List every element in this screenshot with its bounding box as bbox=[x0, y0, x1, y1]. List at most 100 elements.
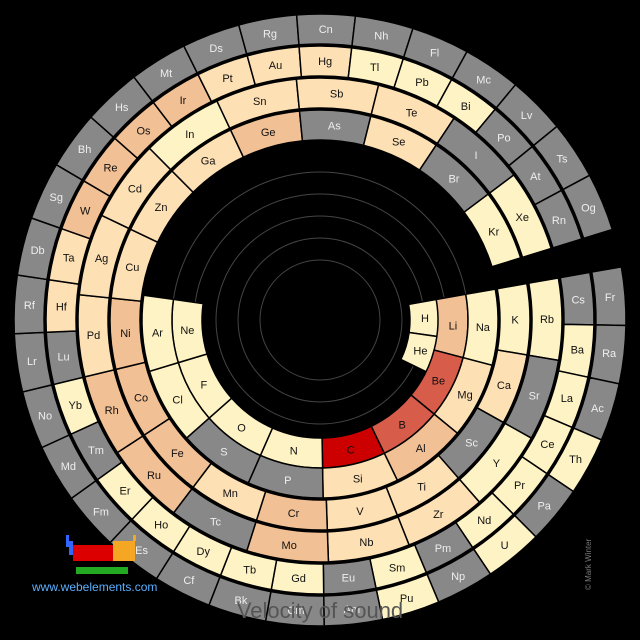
spiral-guide-ring bbox=[259, 259, 381, 381]
element-symbol: Tb bbox=[243, 564, 256, 576]
mini-periodic-table-logo bbox=[66, 535, 136, 574]
element-symbol: Mn bbox=[223, 488, 238, 500]
element-symbol: Ne bbox=[180, 325, 194, 337]
element-symbol: Cm bbox=[287, 605, 304, 617]
element-symbol: Hg bbox=[318, 56, 332, 68]
element-symbol: U bbox=[501, 540, 509, 552]
element-symbol: Re bbox=[103, 163, 117, 175]
element-symbol: Sm bbox=[389, 562, 406, 574]
element-symbol: Mt bbox=[160, 68, 172, 80]
element-symbol: Zn bbox=[155, 202, 168, 214]
element-symbol: Ts bbox=[556, 153, 568, 165]
element-symbol: Fr bbox=[605, 292, 616, 304]
element-symbol: Sc bbox=[465, 438, 478, 450]
element-symbol: Al bbox=[416, 443, 426, 455]
element-cell-kr bbox=[463, 193, 522, 268]
element-symbol: Sb bbox=[330, 89, 343, 101]
element-symbol: Bi bbox=[461, 101, 471, 113]
element-symbol: Th bbox=[569, 454, 582, 466]
element-symbol: He bbox=[413, 346, 427, 358]
element-symbol: Ra bbox=[602, 348, 617, 360]
element-symbol: Nb bbox=[359, 537, 373, 549]
element-symbol: Am bbox=[344, 604, 361, 616]
element-symbol: Cd bbox=[128, 184, 142, 196]
element-symbol: Os bbox=[136, 125, 151, 137]
element-symbol: H bbox=[421, 313, 429, 325]
element-symbol: Cs bbox=[571, 295, 585, 307]
element-cell-rn bbox=[533, 189, 583, 249]
element-symbol: K bbox=[511, 314, 519, 326]
element-symbol: Lu bbox=[57, 351, 69, 363]
element-symbol: Ta bbox=[63, 253, 76, 265]
element-symbol: Ba bbox=[571, 344, 585, 356]
element-symbol: Rh bbox=[105, 405, 119, 417]
element-symbol: Cu bbox=[125, 262, 139, 274]
element-symbol: O bbox=[237, 422, 246, 434]
element-symbol: Cf bbox=[183, 575, 195, 587]
element-symbol: Pu bbox=[400, 593, 413, 605]
element-symbol: Lv bbox=[521, 110, 533, 122]
element-symbol: Tm bbox=[88, 445, 104, 457]
element-symbol: Yb bbox=[69, 400, 82, 412]
element-symbol: S bbox=[220, 447, 227, 459]
element-symbol: Co bbox=[134, 392, 148, 404]
element-symbol: Nd bbox=[477, 515, 491, 527]
element-symbol: La bbox=[561, 393, 574, 405]
copyright-text: © Mark Winter bbox=[584, 538, 593, 590]
element-symbol: Fe bbox=[171, 448, 184, 460]
element-symbol: Sg bbox=[50, 192, 63, 204]
element-symbol: Ds bbox=[209, 43, 223, 55]
element-symbol: Ce bbox=[540, 439, 554, 451]
element-symbol: Cl bbox=[172, 394, 182, 406]
element-symbol: P bbox=[284, 475, 291, 487]
element-symbol: Dy bbox=[197, 546, 211, 558]
element-symbol: Og bbox=[581, 203, 596, 215]
element-symbol: N bbox=[290, 445, 298, 457]
element-symbol: Bk bbox=[235, 595, 248, 607]
element-symbol: Au bbox=[269, 60, 282, 72]
element-cells: H He Li Be B C N O F Ne Na Mg Al Si P S Cl Ar K Ca Sc Ti V Cr Mn… bbox=[13, 13, 627, 627]
element-symbol: Lr bbox=[27, 356, 37, 368]
element-symbol: Db bbox=[31, 245, 45, 257]
element-symbol: Ir bbox=[180, 95, 187, 107]
element-symbol: Hs bbox=[115, 102, 129, 114]
element-symbol: Ca bbox=[497, 380, 512, 392]
element-symbol: Pm bbox=[435, 543, 452, 555]
element-symbol: W bbox=[80, 206, 91, 218]
element-symbol: Np bbox=[451, 571, 465, 583]
element-symbol: Fl bbox=[430, 48, 439, 60]
element-symbol: Po bbox=[497, 133, 510, 145]
element-symbol: Rf bbox=[24, 300, 36, 312]
element-symbol: Pd bbox=[87, 330, 100, 342]
element-symbol: Hf bbox=[56, 302, 68, 314]
element-symbol: Y bbox=[493, 458, 501, 470]
webelements-link[interactable]: www.webelements.com bbox=[32, 580, 158, 594]
element-symbol: Ti bbox=[417, 481, 426, 493]
element-symbol: Bh bbox=[78, 144, 91, 156]
element-symbol: Rn bbox=[552, 215, 566, 227]
element-symbol: Md bbox=[61, 461, 76, 473]
element-symbol: Rg bbox=[263, 28, 277, 40]
element-symbol: Ag bbox=[95, 253, 108, 265]
element-cell-ar bbox=[141, 294, 180, 373]
element-symbol: Pt bbox=[222, 73, 232, 85]
element-symbol: Tl bbox=[370, 62, 379, 74]
element-symbol: Ac bbox=[591, 403, 604, 415]
element-symbol: Pr bbox=[514, 480, 525, 492]
element-symbol: Ga bbox=[201, 155, 217, 167]
element-symbol: Es bbox=[135, 545, 148, 557]
element-symbol: V bbox=[356, 506, 364, 518]
spiral-guide-ring bbox=[237, 237, 403, 403]
chart-title: Velocity of sound bbox=[236, 598, 404, 623]
element-symbol: Te bbox=[406, 107, 418, 119]
element-symbol: Ho bbox=[154, 520, 168, 532]
element-symbol: Eu bbox=[342, 572, 355, 584]
element-symbol: Tc bbox=[210, 517, 222, 529]
element-symbol: Nh bbox=[374, 31, 388, 43]
element-symbol: Sn bbox=[253, 96, 266, 108]
element-symbol: Er bbox=[120, 485, 131, 497]
element-symbol: At bbox=[530, 171, 540, 183]
element-symbol: Mo bbox=[282, 540, 297, 552]
element-symbol: Ni bbox=[120, 328, 130, 340]
element-cell-xe bbox=[488, 173, 553, 259]
